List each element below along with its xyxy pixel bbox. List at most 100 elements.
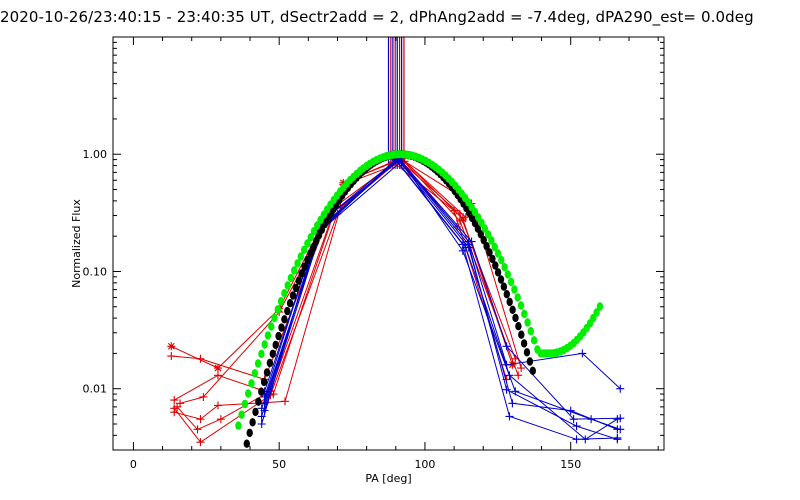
point-red-7-6 bbox=[450, 206, 459, 215]
point-red-3-7 bbox=[517, 364, 526, 373]
green-fit-dot-14 bbox=[277, 297, 285, 306]
black-gaussian-fit-dot-19 bbox=[263, 368, 271, 377]
point-blue-1-1 bbox=[257, 419, 266, 428]
black-gaussian-fit-dot-103 bbox=[506, 297, 513, 307]
black-gaussian-fit-dot-98 bbox=[492, 261, 499, 270]
point-blue-6-1 bbox=[257, 404, 266, 413]
point-blue-6-6 bbox=[572, 422, 581, 431]
black-gaussian-fit-dot-34 bbox=[307, 249, 314, 258]
point-blue-6-7 bbox=[613, 435, 622, 444]
line-red-6 bbox=[176, 160, 458, 431]
point-blue-7-1 bbox=[260, 392, 269, 401]
point-red-4-7 bbox=[514, 371, 523, 380]
black-gaussian-fit-dot-18 bbox=[260, 377, 268, 387]
point-red-3-1 bbox=[170, 396, 179, 405]
black-gaussian-fit-dot-11 bbox=[241, 451, 247, 459]
green-fit-dot-78 bbox=[488, 236, 495, 245]
green-fit bbox=[235, 150, 604, 430]
series-blue-5 bbox=[260, 155, 622, 444]
point-red-6-2 bbox=[193, 425, 202, 434]
green-fit-dot-82 bbox=[501, 263, 508, 272]
black-gaussian-fit-dot-111 bbox=[529, 366, 536, 375]
black-gaussian-fit-dot-25 bbox=[281, 315, 288, 324]
black-gaussian-fit-dot-33 bbox=[304, 255, 311, 265]
green-fit-dot-17 bbox=[287, 273, 295, 283]
point-red-3-2 bbox=[213, 371, 222, 380]
green-fit-dot-86 bbox=[514, 293, 521, 302]
point-blue-7-6 bbox=[578, 349, 587, 358]
series-red-3 bbox=[170, 157, 526, 405]
green-fit-dot-9 bbox=[261, 340, 268, 349]
black-gaussian-fit-dot-96 bbox=[486, 248, 493, 257]
y-tick-label-0.01: 0.01 bbox=[83, 383, 108, 396]
point-blue-2-5 bbox=[502, 342, 511, 351]
point-blue-7-4 bbox=[464, 237, 473, 246]
point-blue-1-5 bbox=[508, 399, 517, 408]
y-tick-label-1.00: 1.00 bbox=[83, 148, 108, 161]
point-red-5-3 bbox=[213, 401, 222, 410]
green-fit-dot-81 bbox=[498, 256, 505, 265]
black-gaussian-fit-dot-101 bbox=[500, 282, 508, 291]
black-gaussian-fit-dot-13 bbox=[246, 428, 253, 438]
green-fit-dot-90 bbox=[527, 327, 534, 336]
point-red-4-2 bbox=[199, 392, 208, 401]
black-gaussian-fit bbox=[235, 150, 536, 481]
black-gaussian-fit-dot-32 bbox=[301, 262, 308, 271]
point-red-7-1 bbox=[170, 404, 179, 413]
green-fit-dot-4 bbox=[245, 389, 252, 398]
green-fit-dot-15 bbox=[281, 289, 288, 298]
chart-title: 2020-10-26/23:40:15 - 23:40:35 UT, dSect… bbox=[0, 8, 754, 26]
line-blue-3 bbox=[261, 159, 618, 440]
fit-curves bbox=[235, 150, 604, 481]
green-fit-dot-77 bbox=[484, 230, 492, 239]
black-gaussian-fit-dot-30 bbox=[295, 276, 302, 285]
green-fit-dot-83 bbox=[504, 270, 511, 279]
series-blue-2 bbox=[260, 154, 625, 424]
point-blue-4-6 bbox=[587, 415, 596, 424]
black-gaussian-fit-dot-24 bbox=[278, 323, 285, 332]
point-red-1-2 bbox=[213, 364, 222, 373]
green-fit-dot-110 bbox=[593, 308, 600, 317]
green-fit-dot-23 bbox=[307, 233, 314, 242]
black-gaussian-fit-dot-12 bbox=[243, 439, 250, 448]
x-tick-label-150: 150 bbox=[560, 458, 581, 471]
green-fit-dot-21 bbox=[300, 245, 308, 255]
x-tick-label-0: 0 bbox=[130, 458, 137, 471]
series-red-4 bbox=[176, 155, 523, 408]
point-blue-5-6 bbox=[581, 435, 590, 444]
black-gaussian-fit-dot-23 bbox=[275, 331, 282, 341]
point-red-5-7 bbox=[461, 213, 470, 222]
black-gaussian-fit-dot-27 bbox=[286, 299, 294, 308]
black-gaussian-fit-dot-9 bbox=[235, 473, 241, 481]
black-gaussian-fit-dot-29 bbox=[292, 283, 300, 293]
black-gaussian-fit-dot-28 bbox=[289, 291, 297, 300]
point-blue-5-5 bbox=[505, 371, 514, 380]
green-fit-dot-18 bbox=[291, 266, 298, 275]
green-fit-dot-12 bbox=[271, 313, 278, 323]
series-blue-6 bbox=[257, 155, 622, 444]
green-fit-dot-80 bbox=[494, 249, 502, 258]
point-blue-4-7 bbox=[616, 425, 625, 434]
point-blue-7-7 bbox=[616, 384, 625, 393]
black-gaussian-fit-dot-14 bbox=[249, 418, 256, 427]
x-tick-label-50: 50 bbox=[272, 458, 286, 471]
green-fit-dot-91 bbox=[530, 336, 538, 345]
green-fit-dot-13 bbox=[274, 305, 281, 314]
point-red-1-6 bbox=[458, 215, 467, 224]
point-red-6-3 bbox=[216, 415, 225, 424]
black-gaussian-fit-dot-105 bbox=[512, 313, 519, 323]
black-gaussian-fit-dot-95 bbox=[483, 242, 490, 251]
black-gaussian-fit-dot-97 bbox=[489, 254, 496, 264]
point-red-7-2 bbox=[196, 438, 205, 447]
series-blue-1 bbox=[257, 156, 622, 434]
point-blue-2-6 bbox=[569, 415, 578, 424]
black-gaussian-fit-dot-104 bbox=[509, 305, 516, 314]
point-blue-3-6 bbox=[572, 435, 581, 444]
line-blue-6 bbox=[261, 158, 618, 440]
point-red-2-2 bbox=[196, 354, 205, 363]
green-fit-dot-22 bbox=[304, 239, 311, 248]
green-fit-dot-85 bbox=[511, 285, 518, 294]
black-gaussian-fit-dot-10 bbox=[238, 462, 244, 470]
black-gaussian-fit-dot-20 bbox=[266, 358, 274, 368]
